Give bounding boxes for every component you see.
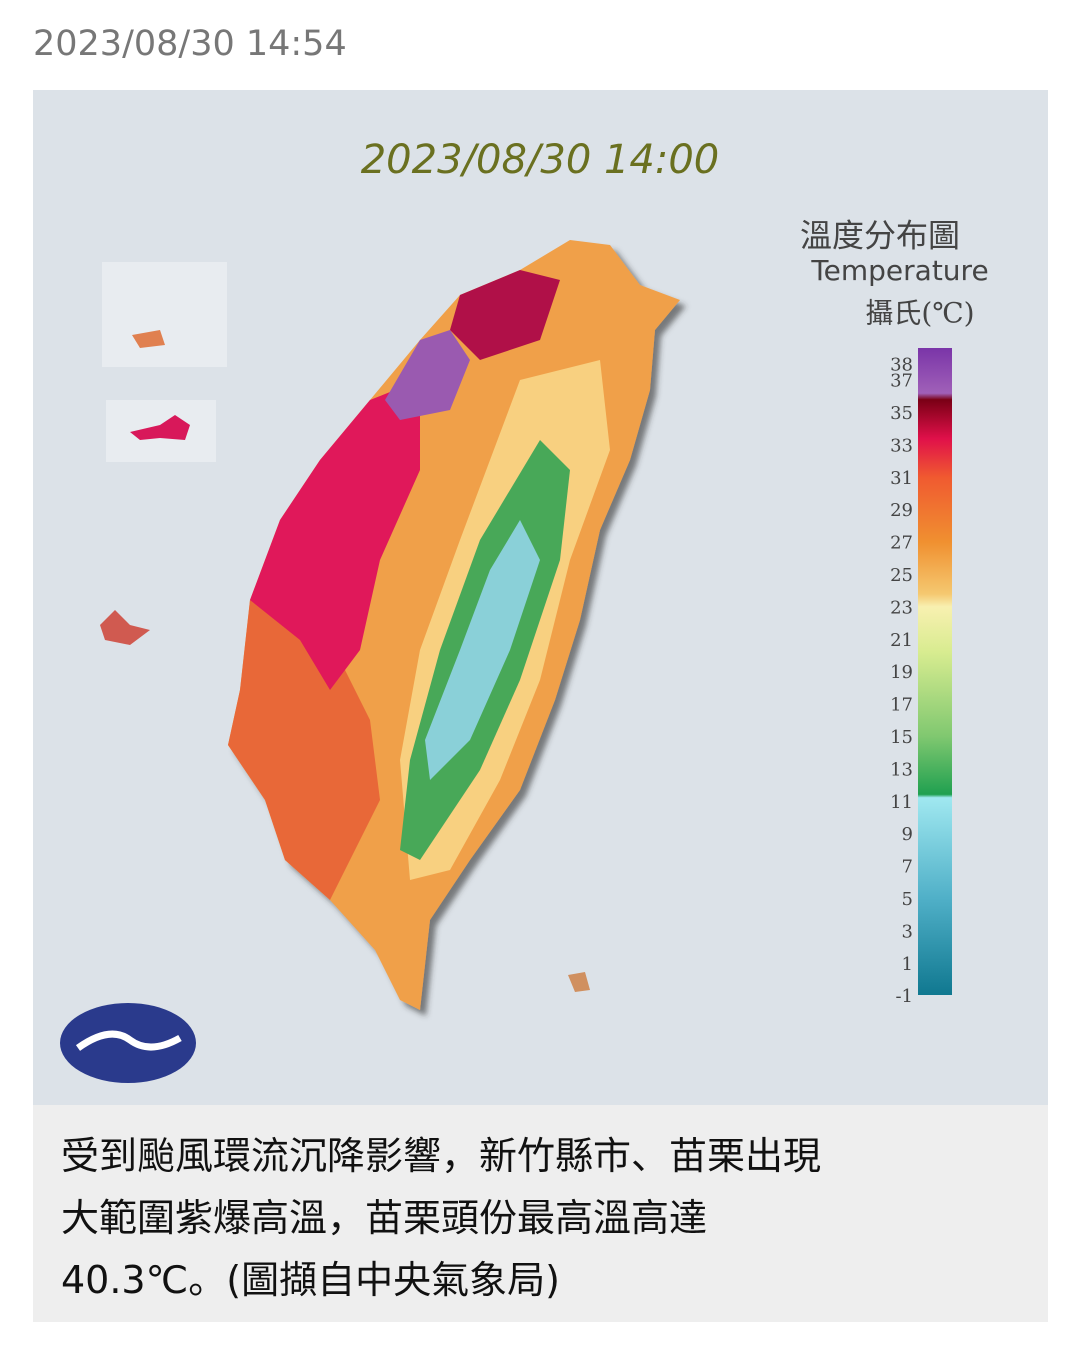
map-title: 2023/08/30 14:00 bbox=[361, 137, 720, 183]
inset-box bbox=[102, 262, 227, 367]
caption: 受到颱風環流沉降影響，新竹縣市、苗栗出現 大範圍紫爆高溫，苗栗頭份最高溫高達 40.… bbox=[33, 1105, 1048, 1322]
legend-tick-label: 23 bbox=[890, 597, 913, 618]
legend-tick-label: 5 bbox=[902, 889, 913, 910]
island bbox=[100, 610, 150, 645]
zone-dark-red bbox=[450, 270, 560, 360]
legend-tick-label: 37 bbox=[890, 371, 913, 392]
legend-tick-label: 9 bbox=[902, 824, 913, 845]
zone-red bbox=[250, 380, 420, 690]
legend-tick-label: 31 bbox=[890, 468, 913, 489]
legend-tick-label: 7 bbox=[902, 857, 913, 878]
logo-mark bbox=[75, 1030, 182, 1051]
legend-tick-label: 17 bbox=[890, 695, 913, 716]
island bbox=[568, 972, 590, 992]
zone-orange-red bbox=[228, 560, 380, 900]
caption-line: 大範圍紫爆高溫，苗栗頭份最高溫高達 bbox=[61, 1196, 708, 1240]
legend-tick-label: 35 bbox=[890, 403, 913, 424]
legend-tick-label: -1 bbox=[895, 986, 913, 1007]
caption-line: 40.3℃。(圖擷自中央氣象局) bbox=[61, 1258, 560, 1302]
legend-tick-label: 11 bbox=[890, 792, 913, 813]
logo bbox=[60, 1003, 196, 1083]
legend-unit: 攝氏(℃) bbox=[865, 297, 974, 330]
caption-line: 受到颱風環流沉降影響，新竹縣市、苗栗出現 bbox=[61, 1134, 822, 1178]
legend-tick-label: 27 bbox=[890, 533, 913, 554]
island bbox=[132, 330, 165, 348]
legend-tick-label: 29 bbox=[890, 500, 913, 521]
timestamp: 2023/08/30 14:54 bbox=[33, 24, 347, 64]
legend-tick-label: 15 bbox=[890, 727, 913, 748]
legend-subtitle: Temperature bbox=[810, 254, 988, 287]
color-bar bbox=[918, 348, 952, 995]
zone-cyan bbox=[425, 520, 540, 780]
legend-tick-label: 1 bbox=[902, 954, 913, 975]
legend-title: 溫度分布圖 bbox=[800, 217, 960, 255]
legend-tick-label: 19 bbox=[890, 662, 913, 683]
legend-tick-label: 21 bbox=[890, 630, 913, 651]
temperature-map: 2023/08/30 14:00 溫度分布圖 Temperature 攝氏(℃)… bbox=[33, 90, 1048, 1105]
legend-tick-label: 38 bbox=[890, 354, 913, 375]
legend-tick-label: 3 bbox=[902, 921, 913, 942]
legend-tick-label: 13 bbox=[890, 759, 913, 780]
legend-tick-label: 25 bbox=[890, 565, 913, 586]
zone-purple bbox=[385, 330, 470, 420]
legend-tick-label: 33 bbox=[890, 435, 913, 456]
island bbox=[130, 415, 190, 440]
